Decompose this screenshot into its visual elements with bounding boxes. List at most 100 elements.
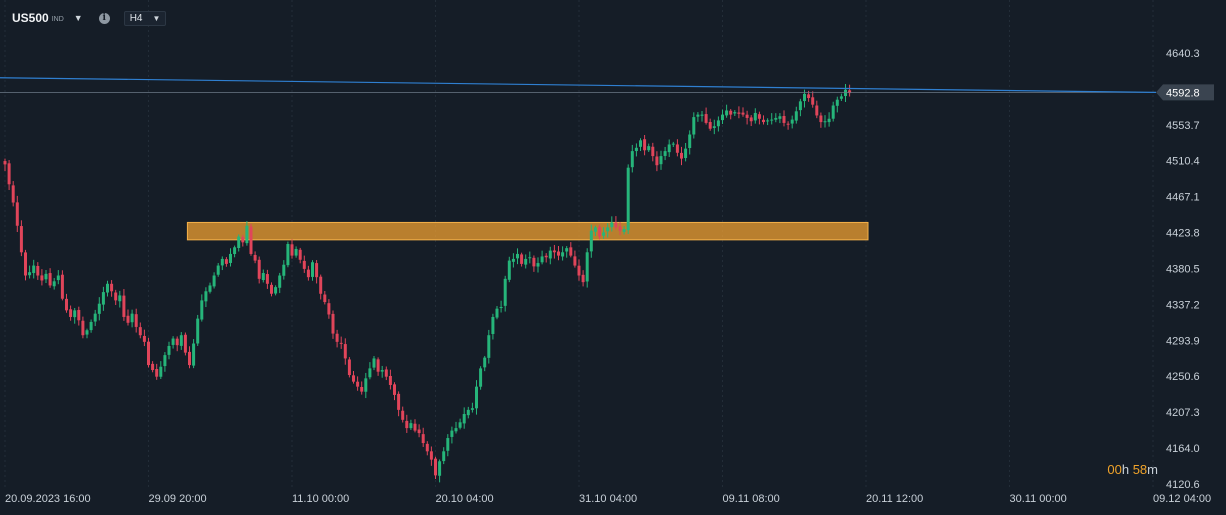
- candle: [708, 118, 712, 131]
- candle: [417, 424, 421, 438]
- candle: [352, 371, 355, 384]
- candle: [831, 101, 835, 122]
- candle: [778, 113, 782, 124]
- candle-body: [409, 423, 413, 429]
- candle: [524, 254, 528, 269]
- candle: [196, 314, 200, 346]
- candle-body: [798, 101, 802, 111]
- chevron-down-icon[interactable]: ▼: [73, 13, 83, 23]
- candle: [528, 251, 532, 264]
- candle-body: [569, 247, 573, 256]
- candle-body: [848, 90, 852, 94]
- candle: [7, 160, 11, 191]
- candle: [192, 339, 196, 369]
- y-tick-label: 4293.9: [1166, 335, 1200, 347]
- candle-body: [397, 393, 401, 410]
- candle: [69, 305, 73, 321]
- candle: [552, 244, 556, 259]
- candle-body: [65, 298, 68, 311]
- candle-body: [278, 275, 282, 288]
- candle: [684, 142, 688, 162]
- candle: [122, 289, 126, 321]
- candle: [77, 306, 81, 326]
- candle: [286, 241, 290, 268]
- candle-body: [528, 257, 532, 259]
- candle-body: [249, 226, 253, 254]
- candle-body: [60, 274, 64, 299]
- info-icon[interactable]: i: [98, 12, 110, 24]
- trendline: [0, 77, 1157, 93]
- candle: [663, 146, 667, 161]
- candle-body: [704, 114, 708, 123]
- candle-body: [495, 308, 499, 318]
- candle: [548, 246, 552, 265]
- candle-body: [364, 378, 368, 392]
- candle-body: [462, 414, 466, 424]
- candle-body: [831, 105, 835, 119]
- candle-body: [655, 156, 659, 166]
- candle-body: [417, 429, 421, 434]
- candle: [680, 146, 683, 166]
- candle: [114, 289, 118, 306]
- candle-body: [442, 451, 446, 462]
- candle-body: [73, 310, 77, 318]
- candle-body: [175, 338, 179, 346]
- candle: [118, 290, 122, 308]
- candle: [844, 84, 847, 102]
- candle-body: [561, 252, 565, 257]
- candle: [667, 139, 671, 157]
- candle: [733, 110, 737, 116]
- candle: [745, 110, 749, 125]
- candle: [380, 365, 384, 378]
- candle: [766, 118, 770, 126]
- candle: [585, 248, 589, 288]
- candle-body: [183, 334, 187, 353]
- candle: [581, 270, 585, 287]
- candle-body: [356, 381, 360, 387]
- candle: [106, 280, 109, 297]
- candle: [163, 352, 167, 372]
- candle: [52, 278, 56, 290]
- candle-body: [643, 139, 647, 151]
- candle: [270, 282, 273, 297]
- x-tick-label: 30.11 00:00: [1010, 493, 1067, 505]
- candle-body: [97, 303, 101, 314]
- candle: [167, 341, 171, 360]
- candle: [204, 287, 208, 308]
- candle: [15, 195, 19, 233]
- candle-body: [684, 148, 688, 159]
- candle-body: [692, 117, 696, 135]
- y-tick-label: 4640.3: [1166, 48, 1200, 60]
- candle-body: [24, 252, 27, 276]
- candle: [335, 329, 339, 348]
- candle-body: [634, 147, 638, 152]
- candle-body: [32, 265, 36, 274]
- candle-body: [827, 118, 831, 123]
- candle-body: [323, 294, 327, 303]
- candle-body: [36, 265, 40, 276]
- candle-body: [405, 420, 409, 429]
- candle-body: [421, 434, 425, 444]
- candle-body: [712, 126, 716, 128]
- symbol-name[interactable]: US500: [12, 11, 49, 25]
- candle: [643, 134, 647, 156]
- candle: [544, 253, 548, 263]
- candle-body: [413, 423, 417, 431]
- candle: [749, 115, 753, 127]
- candle-body: [241, 237, 245, 243]
- candle: [306, 265, 310, 281]
- candle: [73, 308, 77, 324]
- candle: [737, 106, 741, 119]
- timeframe-select[interactable]: H4 ▼: [123, 10, 167, 26]
- candle-body: [794, 111, 798, 121]
- candle-body: [331, 313, 335, 334]
- candle: [171, 336, 175, 349]
- grid-lines: [4, 0, 1154, 487]
- candle: [19, 220, 23, 257]
- candle-body: [257, 259, 261, 279]
- candle-body: [663, 151, 667, 156]
- timer-hours-unit: h: [1121, 462, 1130, 477]
- candle-body: [786, 123, 790, 125]
